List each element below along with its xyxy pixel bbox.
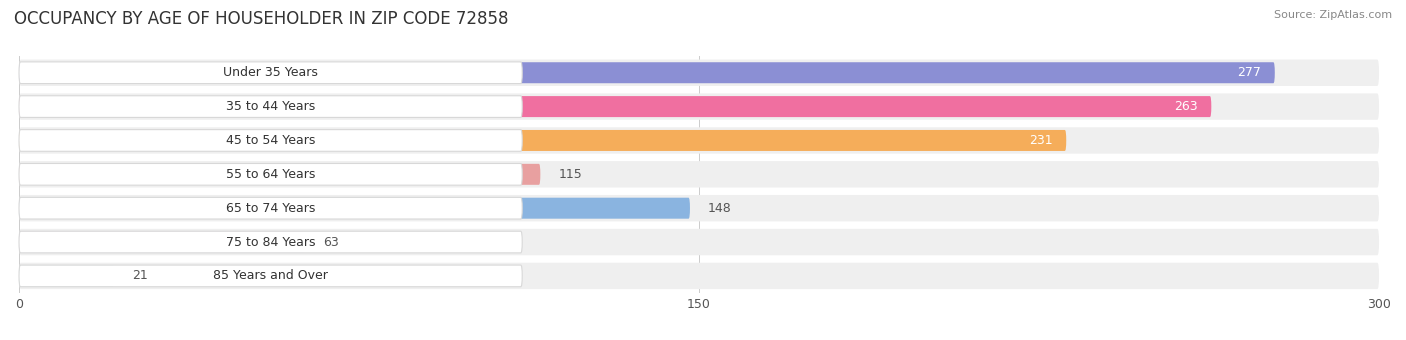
FancyBboxPatch shape [20, 265, 522, 287]
Text: 85 Years and Over: 85 Years and Over [214, 269, 328, 283]
FancyBboxPatch shape [20, 231, 522, 253]
Text: 21: 21 [132, 269, 148, 283]
Text: 148: 148 [709, 202, 733, 215]
FancyBboxPatch shape [20, 229, 1379, 255]
FancyBboxPatch shape [20, 96, 1212, 117]
FancyBboxPatch shape [20, 94, 1379, 120]
Text: 231: 231 [1029, 134, 1053, 147]
Text: Under 35 Years: Under 35 Years [224, 66, 318, 79]
Text: 35 to 44 Years: 35 to 44 Years [226, 100, 315, 113]
FancyBboxPatch shape [20, 164, 540, 185]
FancyBboxPatch shape [20, 195, 1379, 221]
FancyBboxPatch shape [20, 263, 1379, 289]
FancyBboxPatch shape [20, 96, 522, 117]
Text: 55 to 64 Years: 55 to 64 Years [226, 168, 315, 181]
FancyBboxPatch shape [20, 59, 1379, 86]
FancyBboxPatch shape [20, 130, 522, 151]
Text: 263: 263 [1174, 100, 1198, 113]
FancyBboxPatch shape [20, 62, 1275, 83]
FancyBboxPatch shape [20, 266, 114, 286]
FancyBboxPatch shape [20, 161, 1379, 188]
FancyBboxPatch shape [20, 127, 1379, 154]
FancyBboxPatch shape [20, 197, 522, 219]
Text: 65 to 74 Years: 65 to 74 Years [226, 202, 315, 215]
FancyBboxPatch shape [20, 62, 522, 84]
Text: 75 to 84 Years: 75 to 84 Years [226, 236, 315, 249]
FancyBboxPatch shape [20, 130, 1066, 151]
Text: 45 to 54 Years: 45 to 54 Years [226, 134, 315, 147]
FancyBboxPatch shape [20, 164, 522, 185]
Text: 277: 277 [1237, 66, 1261, 79]
Text: Source: ZipAtlas.com: Source: ZipAtlas.com [1274, 10, 1392, 20]
FancyBboxPatch shape [20, 232, 305, 253]
Text: 63: 63 [323, 236, 339, 249]
Text: OCCUPANCY BY AGE OF HOUSEHOLDER IN ZIP CODE 72858: OCCUPANCY BY AGE OF HOUSEHOLDER IN ZIP C… [14, 10, 509, 28]
Text: 115: 115 [558, 168, 582, 181]
FancyBboxPatch shape [20, 198, 690, 219]
